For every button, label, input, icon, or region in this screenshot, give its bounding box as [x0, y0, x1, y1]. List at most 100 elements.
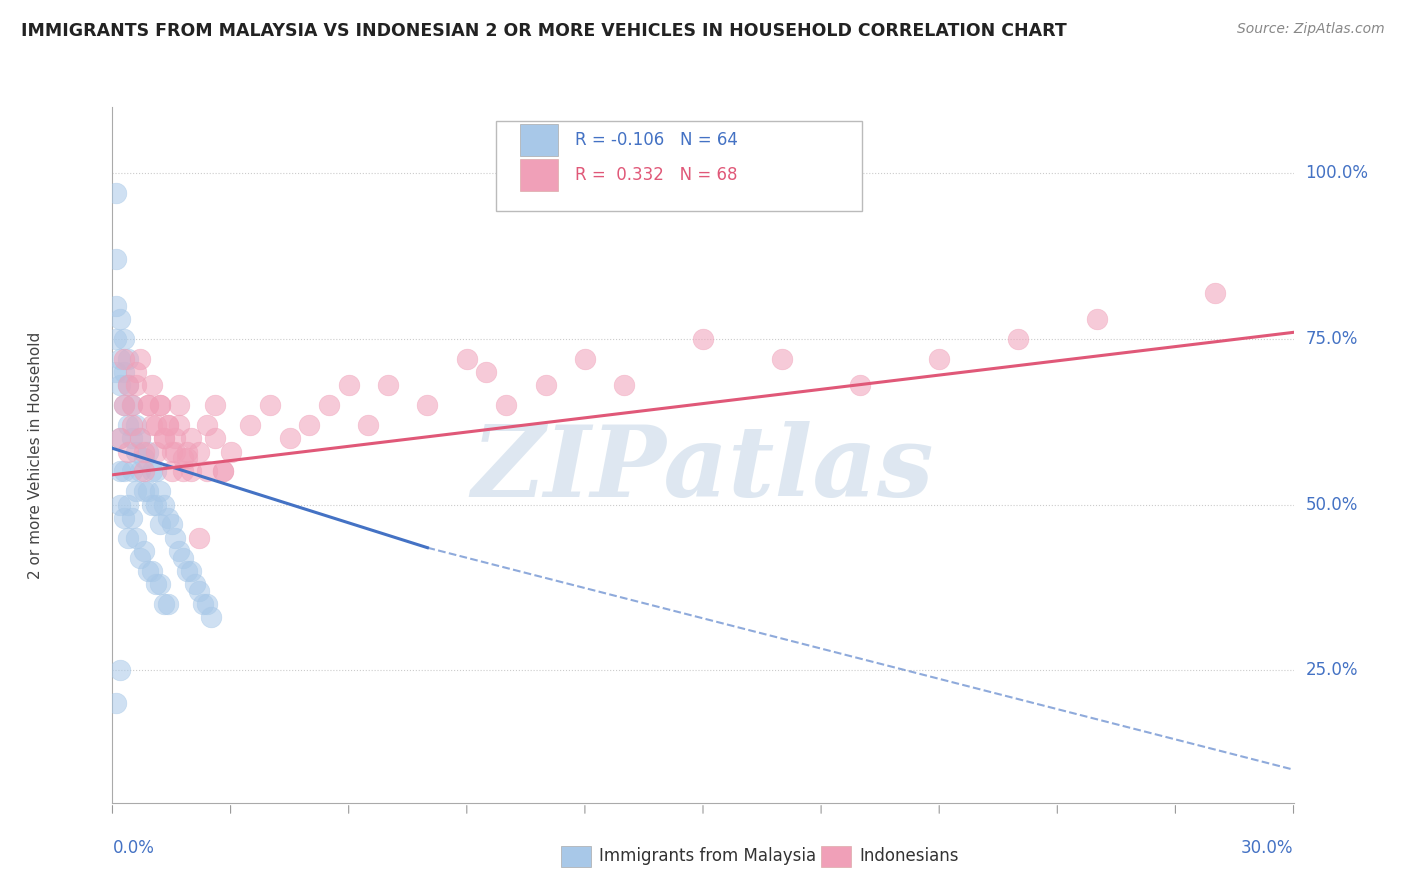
Point — [534, 378, 557, 392]
Point — [110, 465, 132, 479]
Point — [112, 351, 135, 366]
Point — [456, 351, 478, 366]
Point — [152, 498, 174, 512]
Point — [259, 398, 281, 412]
Point — [195, 465, 218, 479]
Point — [132, 444, 155, 458]
Point — [110, 498, 132, 512]
Point — [160, 517, 183, 532]
FancyBboxPatch shape — [496, 121, 862, 211]
Point — [125, 484, 148, 499]
Point — [152, 431, 174, 445]
Point — [105, 365, 128, 379]
Point — [176, 451, 198, 466]
Point — [105, 186, 128, 201]
Text: 0.0%: 0.0% — [112, 839, 155, 857]
Point — [121, 431, 143, 445]
Point — [141, 498, 163, 512]
Text: IMMIGRANTS FROM MALAYSIA VS INDONESIAN 2 OR MORE VEHICLES IN HOUSEHOLD CORRELATI: IMMIGRANTS FROM MALAYSIA VS INDONESIAN 2… — [21, 22, 1067, 40]
Point — [117, 498, 139, 512]
Point — [180, 564, 202, 578]
Point — [200, 610, 222, 624]
Point — [129, 431, 152, 445]
Point — [149, 484, 172, 499]
Text: 25.0%: 25.0% — [1305, 661, 1358, 680]
Point — [132, 544, 155, 558]
Point — [149, 517, 172, 532]
Point — [318, 398, 340, 412]
Point — [141, 418, 163, 433]
Point — [110, 312, 132, 326]
Point — [180, 431, 202, 445]
Point — [132, 465, 155, 479]
Point — [377, 378, 399, 392]
Point — [169, 544, 191, 558]
Point — [165, 431, 187, 445]
Point — [191, 597, 214, 611]
Point — [337, 378, 360, 392]
Point — [145, 577, 167, 591]
Point — [117, 378, 139, 392]
Point — [169, 398, 191, 412]
Point — [195, 597, 218, 611]
Point — [160, 465, 183, 479]
Point — [112, 511, 135, 525]
Point — [188, 531, 211, 545]
Point — [125, 365, 148, 379]
Point — [298, 418, 321, 433]
Bar — [561, 846, 591, 867]
Point — [141, 378, 163, 392]
Point — [117, 444, 139, 458]
Point — [239, 418, 262, 433]
Point — [165, 444, 187, 458]
Point — [204, 431, 226, 445]
Point — [112, 398, 135, 412]
Point — [141, 564, 163, 578]
Text: 100.0%: 100.0% — [1305, 164, 1368, 182]
Text: R = -0.106   N = 64: R = -0.106 N = 64 — [575, 131, 738, 149]
Point — [357, 418, 380, 433]
Text: Immigrants from Malaysia: Immigrants from Malaysia — [599, 847, 817, 865]
Point — [117, 531, 139, 545]
Point — [125, 531, 148, 545]
Point — [121, 398, 143, 412]
Point — [110, 663, 132, 677]
Point — [928, 351, 950, 366]
Point — [145, 465, 167, 479]
Point — [156, 418, 179, 433]
Point — [125, 444, 148, 458]
Point — [121, 418, 143, 433]
Point — [176, 564, 198, 578]
Point — [416, 398, 439, 412]
Point — [121, 511, 143, 525]
Point — [145, 444, 167, 458]
Point — [110, 378, 132, 392]
Point — [211, 465, 233, 479]
Point — [219, 444, 242, 458]
Point — [110, 431, 132, 445]
Point — [105, 299, 128, 313]
Point — [475, 365, 498, 379]
Point — [129, 431, 152, 445]
Point — [180, 465, 202, 479]
Point — [112, 465, 135, 479]
Point — [136, 444, 159, 458]
Point — [172, 465, 194, 479]
Bar — [821, 846, 851, 867]
Point — [145, 418, 167, 433]
Point — [105, 697, 128, 711]
Point — [172, 451, 194, 466]
Bar — [520, 124, 558, 156]
Point — [129, 465, 152, 479]
Point — [613, 378, 636, 392]
Text: 2 or more Vehicles in Household: 2 or more Vehicles in Household — [28, 331, 44, 579]
Point — [176, 444, 198, 458]
Point — [121, 465, 143, 479]
Point — [129, 351, 152, 366]
Point — [132, 451, 155, 466]
Point — [121, 398, 143, 412]
Point — [110, 351, 132, 366]
Point — [574, 351, 596, 366]
Point — [132, 484, 155, 499]
Point — [211, 465, 233, 479]
